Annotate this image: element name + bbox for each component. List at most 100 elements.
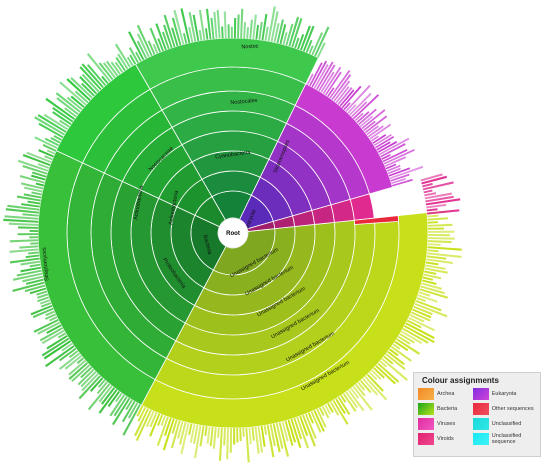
leaf-wedge [357,381,366,391]
leaf-wedge [267,6,276,42]
leaf-wedge [427,217,448,221]
leaf-wedge [424,267,448,274]
leaf-wedge [329,70,351,99]
leaf-wedge [236,427,239,443]
legend-swatch [472,403,489,415]
leaf-wedge [102,62,116,79]
leaf-wedge [362,377,379,396]
leaf-wedge [180,8,191,44]
legend-item-unclassified[interactable]: Unclassified [472,418,536,430]
leaf-wedge [198,9,206,41]
leaf-wedge [414,302,448,318]
leaf-wedge [375,364,397,385]
leaf-wedge [421,279,437,285]
segment-other-sliver[interactable] [353,215,400,225]
leaf-wedge [426,258,453,265]
legend-swatch [418,403,434,415]
leaf-wedge [412,308,432,319]
leaf-wedge [23,193,42,199]
leaf-wedge [59,352,81,370]
leaf-wedge [300,25,311,51]
leaf-wedge [397,335,411,345]
legend-swatch [472,433,489,445]
leaf-wedge [137,406,147,422]
leaf-wedge [427,227,444,230]
leaf-wedge [180,422,190,455]
leaf-wedge [355,383,366,397]
leaf-wedge [307,412,314,424]
leaf-wedge [30,304,53,316]
leaf-wedge [342,393,357,412]
leaf-wedge [392,343,401,350]
legend-swatch [418,433,434,445]
leaf-wedge [245,427,250,463]
leaf-wedge [284,420,294,446]
leaf-wedge [115,392,123,403]
leaf-wedge [204,426,208,436]
legend-label: Bacteria [437,406,458,412]
legend-title: Colour assignments [422,376,499,385]
colour-legend: Colour assignments Archea Eukaryota Bact… [413,372,541,457]
leaf-wedge [358,108,377,126]
leaf-wedge [339,89,355,107]
leaf-wedge [364,375,388,401]
leaf-wedge [316,42,326,58]
leaf-wedge [413,305,433,316]
leaf-wedge [417,294,438,303]
root-node[interactable] [217,217,249,249]
legend-item-other-sequences[interactable]: Other sequences [472,403,536,415]
leaf-wedge [217,427,220,438]
legend-item-viruses[interactable]: Viruses [418,418,471,430]
leaf-wedge [349,92,372,116]
segment-cyanobacteria-level-8[interactable] [134,37,320,90]
leaf-wedge [18,226,39,229]
leaf-wedge [74,90,89,104]
leaf-wedge [70,95,85,108]
leaf-wedge [114,61,124,73]
leaf-wedge [391,177,406,185]
leaf-wedge [321,405,330,419]
leaf-wedge [193,425,202,459]
legend-item-viroids[interactable]: Viroids [418,433,471,445]
leaf-wedge [405,322,435,340]
leaf-wedge [66,96,83,111]
leaf-wedge [369,123,392,140]
legend-item-eukaryota[interactable]: Eukaryota [472,388,536,400]
leaf-wedge [43,340,72,360]
leaf-wedge [282,32,288,45]
leaf-wedge [213,11,218,39]
leaf-wedge [44,313,57,320]
leaf-wedge [416,297,426,303]
leaf-wedge [20,260,41,266]
leaf-wedge [205,8,212,40]
leaf-wedge [101,75,109,85]
leaf-wedge [385,353,406,371]
leaf-wedge [273,22,280,43]
leaf-wedge [152,43,159,54]
leaf-wedge [422,276,434,281]
legend-item-unclassified-sequence[interactable]: Unclassified sequence [472,433,536,445]
leaf-wedge [30,242,39,245]
leaf-wedge [383,148,415,165]
leaf-wedge [337,396,351,415]
leaf-wedge [31,191,43,196]
legend-item-archea[interactable]: Archea [418,388,471,400]
leaf-wedge [306,73,314,86]
legend-label: Viruses [437,421,456,427]
leaf-wedge [327,402,334,413]
legend-item-bacteria[interactable]: Bacteria [418,403,471,415]
leaf-wedge [427,230,455,233]
leaf-wedge [39,327,64,342]
leaf-wedge [396,338,420,355]
leaf-wedge [425,261,439,266]
leaf-wedge [424,192,452,200]
leaf-wedge [189,423,196,443]
leaf-wedge [128,31,145,61]
leaf-wedge [171,419,178,434]
segment-eukaryota-level-7[interactable] [294,83,394,195]
leaf-wedge [136,33,150,58]
leaf-wedge [424,192,437,197]
leaf-wedge [254,426,260,454]
leaf-wedge [97,379,106,388]
